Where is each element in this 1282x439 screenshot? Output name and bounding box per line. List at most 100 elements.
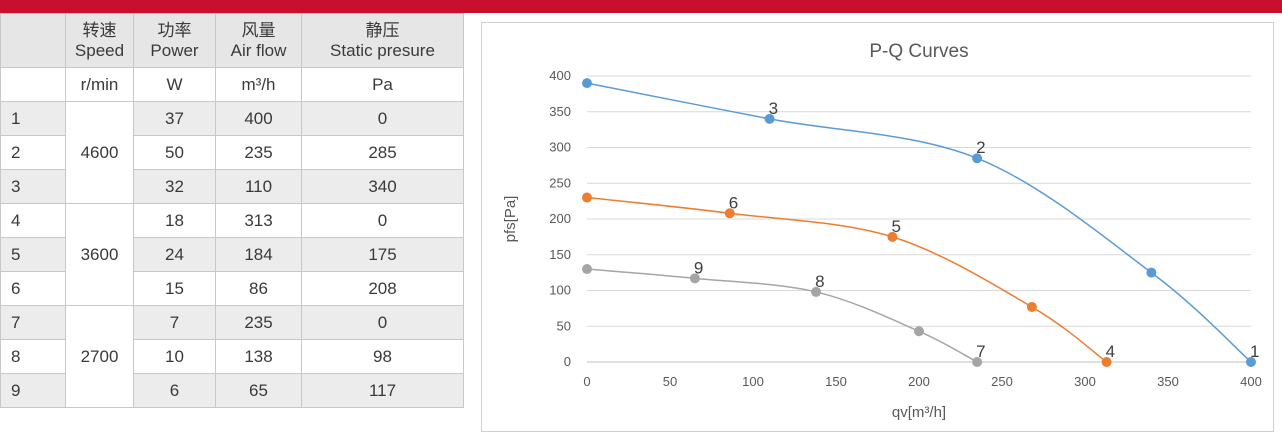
pq-chart: 0 50 100 150 200 250 300 350 400 0 50 100 150 200 250 3… <box>481 22 1274 432</box>
flow-cell: 400 <box>215 101 302 136</box>
table-row: 8 10 138 98 <box>0 339 464 374</box>
y-tick-label: 100 <box>549 283 571 298</box>
pressure-cell: 175 <box>301 237 464 272</box>
point-label: 9 <box>694 258 703 277</box>
unit-cell: W <box>133 67 216 102</box>
y-tick-label: 400 <box>549 68 571 83</box>
data-point <box>582 192 592 203</box>
series-line <box>586 196 1108 363</box>
y-tick-label: 350 <box>549 104 571 119</box>
y-axis-label: pfs[Pa] <box>502 196 519 243</box>
header-cell: 转速 Speed <box>65 13 134 68</box>
x-tick-label: 300 <box>1074 374 1096 389</box>
header-cell: 静压 Static presure <box>301 13 464 68</box>
pressure-cell: 117 <box>301 373 464 408</box>
power-cell: 37 <box>133 101 216 136</box>
data-point <box>1146 267 1157 278</box>
data-point <box>1101 357 1112 367</box>
header-en: Power <box>150 40 199 60</box>
x-tick-label: 0 <box>583 374 590 389</box>
table-row: 6 15 86 208 <box>0 271 464 306</box>
x-tick-label: 400 <box>1240 374 1262 389</box>
y-tick-label: 250 <box>549 175 571 190</box>
data-point <box>689 273 700 284</box>
header-en: Speed <box>74 40 125 60</box>
header-zh: 转速 <box>82 20 117 40</box>
flow-cell: 86 <box>215 271 302 306</box>
speed-cell: 2700 <box>65 305 134 408</box>
table-row: 2 50 235 285 <box>0 135 464 170</box>
data-point <box>764 113 775 124</box>
x-tick-label: 250 <box>991 374 1013 389</box>
flow-cell: 138 <box>215 339 302 374</box>
y-tick-label: 300 <box>549 140 571 155</box>
y-tick-label: 150 <box>549 247 571 262</box>
flow-cell: 184 <box>215 237 302 272</box>
header-zh: 功率 <box>157 20 192 40</box>
flow-cell: 110 <box>215 169 302 204</box>
x-tick-label: 150 <box>825 374 847 389</box>
x-tick-label: 100 <box>742 374 764 389</box>
pressure-cell: 208 <box>301 271 464 306</box>
power-cell: 32 <box>133 169 216 204</box>
table-row: 3 32 110 340 <box>0 169 464 204</box>
table-row: 4 3600 18 313 0 <box>0 203 464 306</box>
pressure-cell: 0 <box>301 203 464 238</box>
y-tick-label: 0 <box>564 354 571 369</box>
header-zh: 静压 <box>365 20 400 40</box>
point-label: 4 <box>1106 342 1115 361</box>
point-label: 8 <box>815 272 824 291</box>
row-index: 5 <box>0 237 66 272</box>
header-cell <box>0 13 66 68</box>
row-index: 4 <box>0 203 66 238</box>
data-point <box>811 286 822 297</box>
unit-cell: m³/h <box>215 67 302 102</box>
x-axis-label: qv[m³/h] <box>892 404 946 421</box>
row-index: 3 <box>0 169 66 204</box>
row-index: 6 <box>0 271 66 306</box>
power-cell: 18 <box>133 203 216 238</box>
pressure-cell: 0 <box>301 305 464 340</box>
data-point <box>1026 301 1037 312</box>
point-label: 1 <box>1250 342 1259 361</box>
row-index: 8 <box>0 339 66 374</box>
power-cell: 10 <box>133 339 216 374</box>
data-point <box>972 357 983 367</box>
point-label: 5 <box>891 217 900 236</box>
point-label: 6 <box>729 193 738 212</box>
pq-chart-svg: 0 50 100 150 200 250 300 350 400 0 50 100 150 200 250 3… <box>502 41 1262 421</box>
table-row: 7 2700 7 235 0 <box>0 305 464 408</box>
power-cell: 7 <box>133 305 216 340</box>
row-index: 7 <box>0 305 66 340</box>
data-point <box>972 153 983 164</box>
unit-cell: Pa <box>301 67 464 102</box>
x-tick-label: 200 <box>908 374 930 389</box>
y-tick-label: 50 <box>557 318 571 333</box>
x-tick-label: 350 <box>1157 374 1179 389</box>
point-label: 3 <box>769 99 778 118</box>
series-line <box>586 268 978 363</box>
flow-cell: 313 <box>215 203 302 238</box>
power-cell: 6 <box>133 373 216 408</box>
point-label: 2 <box>976 138 985 157</box>
pressure-cell: 285 <box>301 135 464 170</box>
top-red-bar <box>0 0 1282 13</box>
y-tick-label: 200 <box>549 211 571 226</box>
header-cell: 风量 Air flow <box>215 13 302 68</box>
header-en: Static presure <box>330 40 435 60</box>
header-zh: 风量 <box>241 20 276 40</box>
speed-cell: 3600 <box>65 203 134 306</box>
data-point <box>724 208 735 219</box>
table-row: 1 4600 37 400 0 <box>0 101 464 204</box>
pressure-cell: 0 <box>301 101 464 136</box>
unit-cell: r/min <box>65 67 134 102</box>
unit-cell <box>0 67 66 102</box>
row-index: 9 <box>0 373 66 408</box>
table-row: 9 6 65 117 <box>0 373 464 408</box>
speed-cell: 4600 <box>65 101 134 204</box>
data-point <box>887 231 898 242</box>
point-label: 7 <box>976 342 985 361</box>
power-cell: 24 <box>133 237 216 272</box>
x-tick-label: 50 <box>663 374 677 389</box>
